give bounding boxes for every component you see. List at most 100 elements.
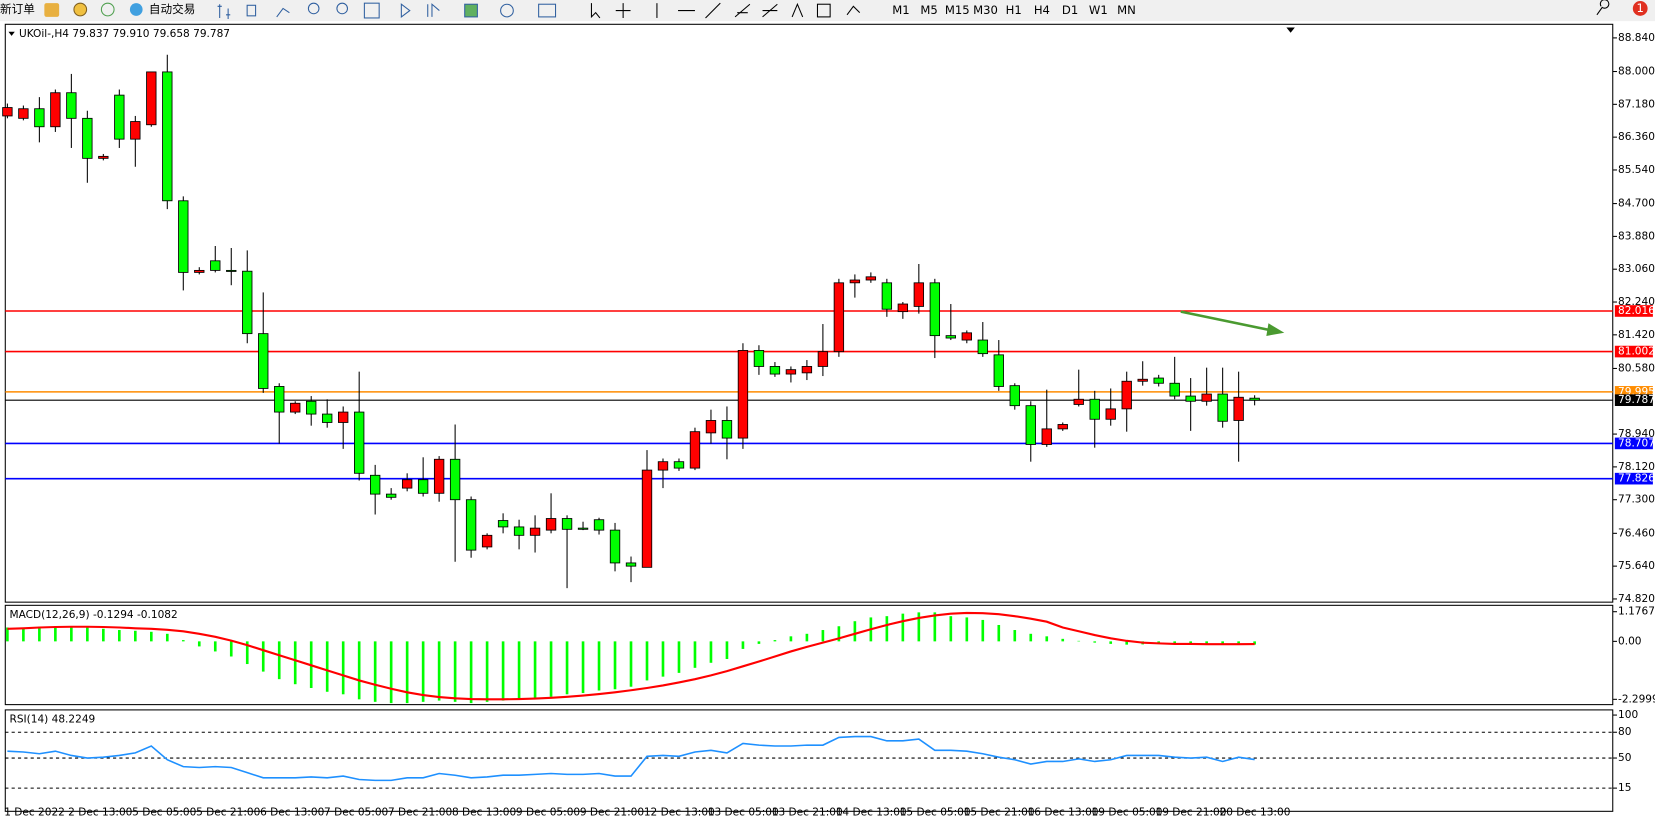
icon[interactable] <box>464 3 478 18</box>
icon[interactable] <box>846 5 861 16</box>
icon[interactable] <box>791 2 804 18</box>
x-tick-label: 1 Dec 2022 <box>4 806 65 818</box>
notification-count: 1 <box>1637 1 1644 15</box>
candle-body <box>785 369 797 375</box>
icon[interactable] <box>615 3 631 18</box>
x-tick-label: 15 Dec 21:00 <box>964 806 1035 818</box>
candle-body <box>769 366 781 375</box>
new-order-button[interactable]: 新订单 <box>0 2 35 16</box>
icon[interactable] <box>363 2 380 19</box>
timeframes: M1 M5 M15 M30 H1 H4 D1 W1 MN <box>892 3 1136 17</box>
price-level-label: 77.826 <box>1618 473 1655 485</box>
icon[interactable] <box>100 2 115 17</box>
candle-body <box>1105 408 1116 420</box>
y-tick-label: 80.580 <box>1618 362 1655 374</box>
y-tick-label: 80 <box>1618 726 1632 738</box>
candle-body <box>513 526 525 536</box>
candle-body <box>1041 428 1052 445</box>
y-tick-label: 15 <box>1618 782 1631 794</box>
y-tick-label: 84.700 <box>1618 198 1655 210</box>
candle-body <box>593 519 605 531</box>
icon[interactable] <box>400 3 411 18</box>
candle-body <box>98 155 109 159</box>
timeframe-button[interactable]: M15 <box>945 3 970 17</box>
timeframe-button[interactable]: D1 <box>1062 3 1078 17</box>
icon[interactable] <box>73 2 88 17</box>
candle-body <box>1153 377 1164 384</box>
auto-trading-button[interactable]: 自动交易 <box>149 2 195 16</box>
candle-body <box>753 350 765 367</box>
candle-body <box>609 529 621 564</box>
icon[interactable] <box>129 3 143 16</box>
y-tick-label: -2.2999 <box>1618 693 1655 705</box>
candle-body <box>577 527 589 530</box>
icon[interactable] <box>538 3 557 18</box>
candle-body <box>497 520 509 528</box>
icon[interactable] <box>217 4 231 20</box>
timeframe-button[interactable]: W1 <box>1089 3 1108 17</box>
icon[interactable] <box>276 7 290 18</box>
x-tick-label: 6 Dec 13:00 <box>260 806 325 818</box>
arrow-line <box>1180 310 1273 332</box>
candle-body <box>1073 398 1084 405</box>
candle-body <box>1185 395 1196 402</box>
icon[interactable] <box>734 3 751 18</box>
timeframe-button[interactable]: M5 <box>920 3 937 17</box>
candle-body <box>1249 397 1260 401</box>
icon[interactable] <box>246 4 257 17</box>
candle-body <box>929 282 941 337</box>
menu-arrow <box>8 31 15 36</box>
y-tick-label: 81.420 <box>1618 329 1655 341</box>
candle-body <box>130 121 141 140</box>
candle-body <box>561 518 573 530</box>
timeframe-button[interactable]: MN <box>1117 3 1136 17</box>
y-tick-label: 74.820 <box>1618 593 1655 605</box>
icon[interactable] <box>762 3 778 18</box>
icon[interactable] <box>44 3 60 17</box>
y-tick-label: 78.120 <box>1618 461 1655 473</box>
y-tick-label: 83.880 <box>1618 230 1655 242</box>
timeframe-button[interactable]: H4 <box>1034 3 1050 17</box>
icon[interactable] <box>500 3 514 18</box>
candle-body <box>545 518 557 531</box>
x-tick-label: 7 Dec 21:00 <box>388 806 453 818</box>
x-tick-label: 9 Dec 21:00 <box>580 806 645 818</box>
x-tick-label: 5 Dec 05:00 <box>132 806 197 818</box>
icon[interactable] <box>705 2 721 19</box>
timeframe-button[interactable]: M1 <box>892 3 909 17</box>
notification-badge[interactable] <box>1632 1 1648 16</box>
price-level-tag <box>1614 437 1653 450</box>
toolbar-bg <box>0 0 1655 22</box>
tool-icons[interactable] <box>217 0 1610 20</box>
candle-body <box>417 479 429 494</box>
candle-body <box>274 386 285 413</box>
x-tick-label: 20 Dec 13:00 <box>1219 806 1290 818</box>
icon[interactable] <box>427 3 440 17</box>
timeframe-button[interactable]: M30 <box>973 3 998 17</box>
candle-body <box>449 458 461 501</box>
timeframe-button[interactable]: H1 <box>1006 3 1022 17</box>
candle-body <box>1217 393 1228 422</box>
icon[interactable] <box>307 2 320 15</box>
x-tick-label: 12 Dec 13:00 <box>644 806 715 818</box>
icon[interactable] <box>336 2 349 15</box>
candle-body <box>146 71 157 126</box>
search-icon[interactable] <box>1596 0 1610 16</box>
candle-body <box>1025 405 1036 445</box>
candle-body <box>162 71 173 202</box>
toolbar: 新订单 自动交易 <box>0 0 1655 22</box>
candle-body <box>2 107 13 117</box>
panel-title: RSI(14) 48.2249 <box>10 713 96 725</box>
candle-body <box>961 332 972 341</box>
price-level-tag <box>1614 472 1653 485</box>
candle-body <box>194 269 205 273</box>
candle-body <box>641 469 653 568</box>
icon[interactable] <box>816 3 831 18</box>
shift-marker <box>1286 27 1295 33</box>
price-level-label: 78.707 <box>1618 437 1655 449</box>
panel-title: MACD(12,26,9) -0.1294 -0.1082 <box>10 609 178 621</box>
icon[interactable] <box>590 3 601 19</box>
y-tick-label: 88.000 <box>1618 66 1655 78</box>
candle-body <box>1169 382 1180 397</box>
candle-body <box>529 527 541 536</box>
